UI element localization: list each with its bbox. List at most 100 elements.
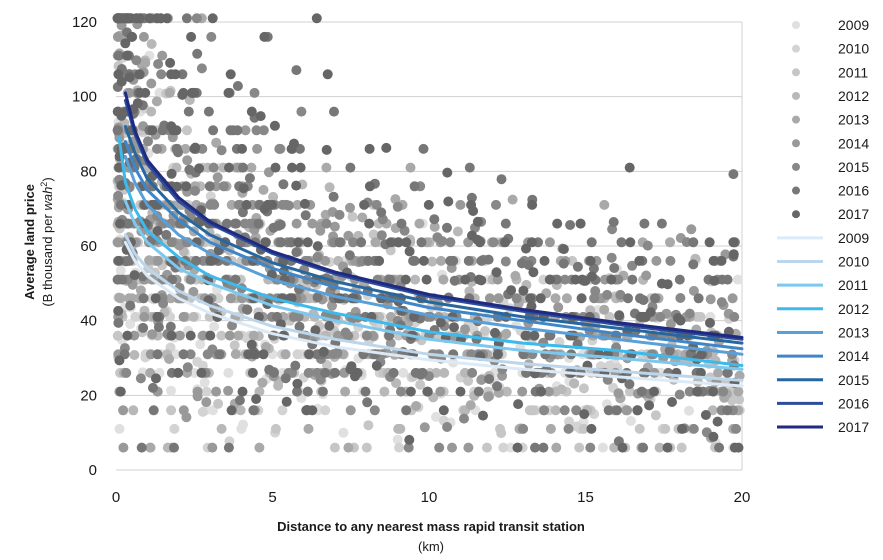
scatter-point <box>616 237 627 248</box>
scatter-point <box>716 255 727 266</box>
scatter-point <box>270 423 281 434</box>
scatter-point <box>328 191 339 202</box>
scatter-point <box>241 199 252 210</box>
trend-line-2013 <box>123 154 744 356</box>
scatter-point <box>338 427 349 438</box>
scatter-point <box>129 270 140 281</box>
scatter-point <box>722 367 733 378</box>
scatter-point <box>136 442 147 453</box>
scatter-point <box>364 181 375 192</box>
scatter-point <box>247 367 258 378</box>
scatter-point <box>455 386 466 397</box>
scatter-point <box>221 218 232 229</box>
scatter-point <box>248 330 259 341</box>
scatter-point <box>302 386 313 397</box>
scatter-point <box>138 293 149 304</box>
scatter-point <box>178 349 189 360</box>
scatter-point <box>483 391 494 402</box>
scatter-point <box>579 409 590 420</box>
scatter-point <box>182 155 193 166</box>
scatter-point <box>174 330 185 341</box>
scatter-point <box>602 289 613 300</box>
scatter-point <box>603 405 614 416</box>
scatter-point <box>140 87 151 98</box>
scatter-point <box>463 376 474 386</box>
scatter-point <box>438 274 449 285</box>
scatter-point <box>151 96 162 107</box>
scatter-point <box>718 386 729 397</box>
scatter-point <box>226 199 237 210</box>
scatter-point <box>634 255 645 266</box>
scatter-point <box>563 423 574 434</box>
scatter-point <box>625 416 636 426</box>
legend-label: 2011 <box>838 64 868 80</box>
scatter-point <box>237 386 248 397</box>
scatter-point <box>124 255 135 266</box>
scatter-point <box>709 275 720 286</box>
scatter-point <box>733 442 744 453</box>
scatter-point <box>293 237 304 248</box>
scatter-point <box>164 87 175 98</box>
scatter-point <box>574 442 585 453</box>
scatter-point <box>642 240 653 251</box>
x-axis-ticks: 0 5 10 15 20 <box>112 489 751 506</box>
scatter-point <box>650 410 661 421</box>
scatter-point <box>493 293 504 304</box>
scatter-point <box>586 423 597 434</box>
scatter-point <box>194 163 205 174</box>
scatter-point <box>615 289 626 300</box>
scatter-point <box>259 31 270 42</box>
scatter-point <box>432 232 443 243</box>
scatter-point <box>254 442 265 453</box>
scatter-point <box>155 13 166 24</box>
scatter-point <box>138 31 149 42</box>
scatter-point <box>526 237 537 248</box>
scatter-point <box>199 377 210 388</box>
y-tick-label: 40 <box>80 313 97 330</box>
scatter-point <box>112 31 123 42</box>
scatter-point <box>135 373 146 384</box>
scatter-point <box>197 406 208 417</box>
scatter-point <box>468 206 479 216</box>
scatter-point <box>506 285 517 296</box>
scatter-point <box>189 367 200 378</box>
scatter-point <box>517 386 528 397</box>
legend-item-trend-2013: 2013 <box>777 324 869 340</box>
scatter-point <box>708 386 719 397</box>
scatter-point <box>714 442 725 453</box>
scatter-point <box>480 326 491 336</box>
scatter-point <box>124 72 135 83</box>
scatter-point <box>704 237 715 248</box>
scatter-point <box>302 405 313 415</box>
scatter-point <box>237 207 248 218</box>
scatter-point <box>170 69 181 80</box>
scatter-point <box>125 13 136 24</box>
legend-label: 2014 <box>838 135 869 151</box>
scatter-point <box>246 339 257 350</box>
scatter-point <box>169 442 179 453</box>
scatter-point <box>276 237 286 248</box>
scatter-point <box>268 222 279 233</box>
scatter-point <box>544 274 555 285</box>
scatter-point <box>641 270 652 281</box>
x-tick-label: 5 <box>268 489 276 506</box>
scatter-point <box>558 244 569 255</box>
scatter-point <box>449 322 459 333</box>
scatter-point <box>483 254 494 265</box>
scatter-point <box>290 360 301 371</box>
scatter-point <box>731 423 741 434</box>
scatter-point <box>225 293 236 304</box>
scatter-point <box>359 199 370 210</box>
scatter-point <box>401 405 412 416</box>
legend-label: 2014 <box>838 348 869 364</box>
scatter-point <box>147 329 158 340</box>
scatter-point <box>550 405 561 416</box>
legend-item-scatter-2014: 2014 <box>792 135 869 151</box>
legend-item-scatter-2013: 2013 <box>792 112 869 128</box>
scatter-point <box>352 367 363 378</box>
scatter-point <box>146 39 157 49</box>
scatter-point <box>218 181 229 192</box>
scatter-point <box>201 386 212 397</box>
scatter-point <box>251 125 262 136</box>
scatter-point <box>396 218 407 229</box>
